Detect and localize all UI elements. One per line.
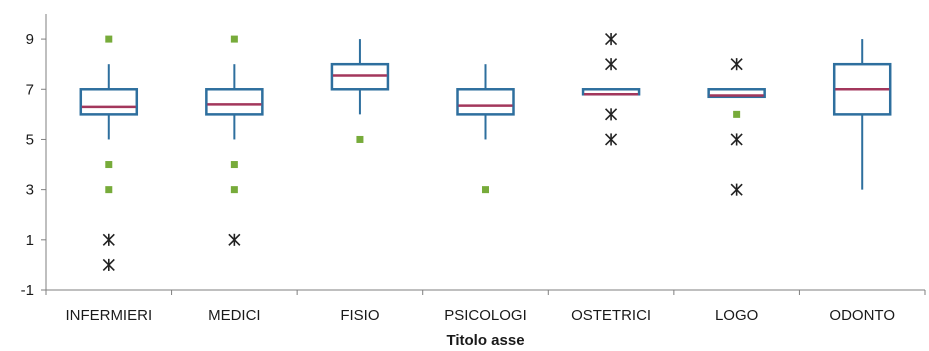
x-category-label: PSICOLOGI (444, 307, 527, 324)
labels: -1 1 3 5 7 9 INFERMIERI MEDICI FISIO PSICOLOGI OST… (21, 31, 895, 324)
mild-outlier-point (230, 35, 238, 43)
extreme-outlier-point (730, 183, 743, 196)
extreme-outlier-point (605, 108, 618, 121)
extreme-outlier-point (605, 58, 618, 71)
iqr-box (456, 88, 515, 116)
mild-outlier-point (482, 186, 489, 194)
y-tick-label: 7 (26, 81, 34, 98)
y-tick-label: 9 (26, 31, 34, 48)
x-category-label: FISIO (340, 307, 379, 324)
x-category-label: ODONTO (829, 307, 895, 324)
axes (41, 14, 926, 295)
extreme-outlier-point (730, 133, 743, 146)
iqr-box (330, 62, 390, 91)
iqr-box (79, 88, 139, 116)
y-tick-label: 5 (26, 131, 34, 148)
extreme-outlier-point (730, 58, 743, 71)
box-ostetrici (581, 88, 641, 96)
extreme-outlier-point (102, 233, 115, 246)
mild-outlier-point (733, 110, 741, 118)
box-psicologi (456, 64, 515, 140)
extreme-outlier-point (605, 33, 618, 46)
y-tick-label: -1 (21, 282, 34, 299)
box-fisio (330, 39, 390, 115)
iqr-box (205, 88, 264, 116)
boxes (79, 39, 892, 190)
mild-outlier-point (356, 135, 364, 143)
box-medici (205, 64, 264, 140)
box-odonto (832, 39, 892, 190)
mild-outlier-point (105, 186, 113, 194)
extreme-outlier-point (228, 233, 241, 246)
y-tick-label: 1 (26, 232, 34, 249)
mild-outlier-point (230, 186, 238, 194)
outliers (102, 33, 743, 271)
x-category-label: OSTETRICI (571, 307, 651, 324)
x-axis-title: Titolo asse (446, 332, 524, 349)
x-category-label: LOGO (715, 307, 758, 324)
extreme-outlier-point (102, 258, 115, 271)
x-category-label: MEDICI (208, 307, 261, 324)
mild-outlier-point (105, 161, 113, 169)
iqr-box (707, 88, 766, 99)
box-logo (707, 88, 766, 99)
y-tick-label: 3 (26, 182, 34, 199)
box-infermieri (79, 64, 139, 140)
mild-outlier-point (105, 35, 113, 43)
mild-outlier-point (230, 161, 238, 169)
iqr-box (832, 62, 892, 116)
x-category-label: INFERMIERI (65, 307, 152, 324)
extreme-outlier-point (605, 133, 618, 146)
